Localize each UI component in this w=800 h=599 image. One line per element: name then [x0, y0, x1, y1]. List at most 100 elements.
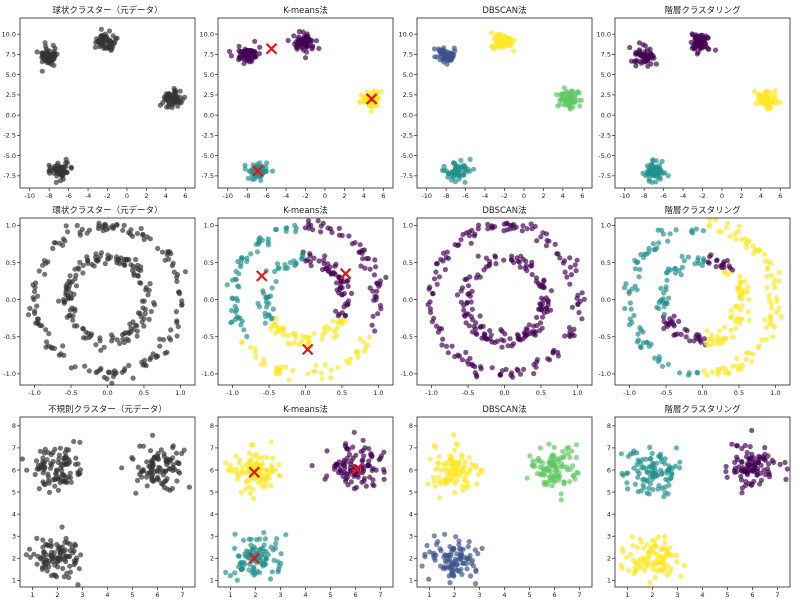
data-point	[45, 471, 51, 477]
data-point	[538, 472, 544, 478]
data-point	[537, 306, 543, 312]
data-point	[262, 361, 268, 367]
x-tick-label: 1	[228, 591, 232, 599]
data-point	[223, 460, 229, 466]
data-point	[175, 103, 181, 109]
data-point	[621, 285, 628, 291]
data-point	[71, 438, 77, 445]
data-point	[234, 577, 240, 583]
data-point	[285, 333, 291, 339]
data-point	[115, 257, 122, 263]
data-point	[544, 237, 550, 244]
data-point	[719, 365, 726, 371]
data-point	[366, 334, 372, 340]
data-point	[276, 462, 282, 468]
x-tick-label: -1.0	[623, 389, 636, 397]
data-point	[630, 542, 636, 549]
data-point	[454, 551, 460, 557]
data-point	[724, 220, 731, 226]
y-tick-label: 0.5	[403, 259, 413, 267]
data-point	[632, 481, 639, 487]
data-point	[634, 259, 640, 266]
y-tick-label: -0.5	[3, 333, 16, 341]
data-point	[101, 344, 107, 350]
data-point	[633, 63, 639, 69]
data-point	[742, 288, 748, 294]
data-point	[235, 283, 241, 289]
subplot-1-1: 球状クラスター（元データ） -10 -8 -6 -4 -2 0 2 4 6 -7.5 -5.0 -2.5…	[2, 5, 196, 200]
data-point	[437, 495, 443, 501]
data-point	[376, 283, 382, 289]
data-point	[493, 261, 499, 267]
data-point	[739, 490, 745, 496]
data-point	[46, 558, 52, 564]
x-tick-label: -4	[680, 192, 686, 200]
data-point	[678, 573, 684, 579]
data-point	[48, 461, 54, 467]
data-point	[570, 473, 576, 479]
data-point	[290, 368, 296, 374]
y-tick-label: -1.0	[201, 370, 214, 378]
data-point	[652, 574, 658, 581]
data-point	[643, 54, 649, 60]
y-tick-label: 7.5	[204, 51, 214, 59]
data-point	[260, 356, 267, 363]
data-point	[527, 331, 533, 337]
x-tick-label: 0	[323, 192, 327, 200]
data-point	[559, 461, 565, 467]
subplot-title: K-means法	[283, 404, 328, 415]
data-point	[64, 540, 70, 546]
data-point	[463, 561, 469, 567]
data-point	[458, 552, 464, 558]
x-tick-label: 2	[342, 192, 346, 200]
data-point	[160, 481, 166, 487]
data-point	[342, 313, 348, 319]
data-point	[173, 450, 180, 456]
data-point	[451, 546, 457, 553]
data-point	[430, 474, 436, 480]
x-tick-label: 1.0	[175, 389, 185, 397]
data-point	[249, 570, 255, 576]
data-point	[360, 468, 366, 474]
x-tick-label: 6	[155, 591, 159, 599]
data-point	[360, 256, 366, 262]
data-point	[459, 357, 465, 363]
data-point	[447, 470, 453, 476]
data-point	[73, 283, 80, 289]
data-point	[159, 249, 166, 255]
data-point	[496, 38, 502, 44]
data-point	[66, 574, 72, 581]
data-point	[744, 449, 750, 456]
data-point	[650, 241, 656, 247]
data-point	[239, 469, 245, 476]
data-point	[501, 257, 507, 263]
data-point	[533, 275, 540, 281]
data-point	[634, 545, 641, 551]
data-point	[236, 460, 242, 466]
data-point	[746, 456, 752, 462]
data-point	[369, 467, 375, 473]
data-point	[53, 179, 59, 185]
data-point	[755, 460, 761, 466]
data-point	[113, 370, 119, 376]
data-point	[360, 437, 366, 443]
data-point	[50, 42, 56, 49]
data-point	[663, 476, 669, 482]
data-point	[145, 470, 151, 477]
data-point	[674, 559, 680, 565]
y-tick-label: 8	[607, 422, 611, 430]
data-point	[530, 458, 536, 464]
y-tick-label: 7	[607, 444, 611, 452]
data-point	[514, 332, 521, 338]
data-point	[260, 288, 266, 294]
data-point	[331, 328, 338, 334]
data-point	[50, 245, 56, 251]
data-point	[656, 240, 662, 246]
data-point	[647, 456, 653, 462]
data-point	[302, 55, 309, 61]
data-point	[761, 251, 768, 257]
data-point	[141, 236, 147, 243]
data-point	[766, 461, 772, 467]
data-point	[350, 444, 356, 450]
data-point	[646, 249, 652, 255]
